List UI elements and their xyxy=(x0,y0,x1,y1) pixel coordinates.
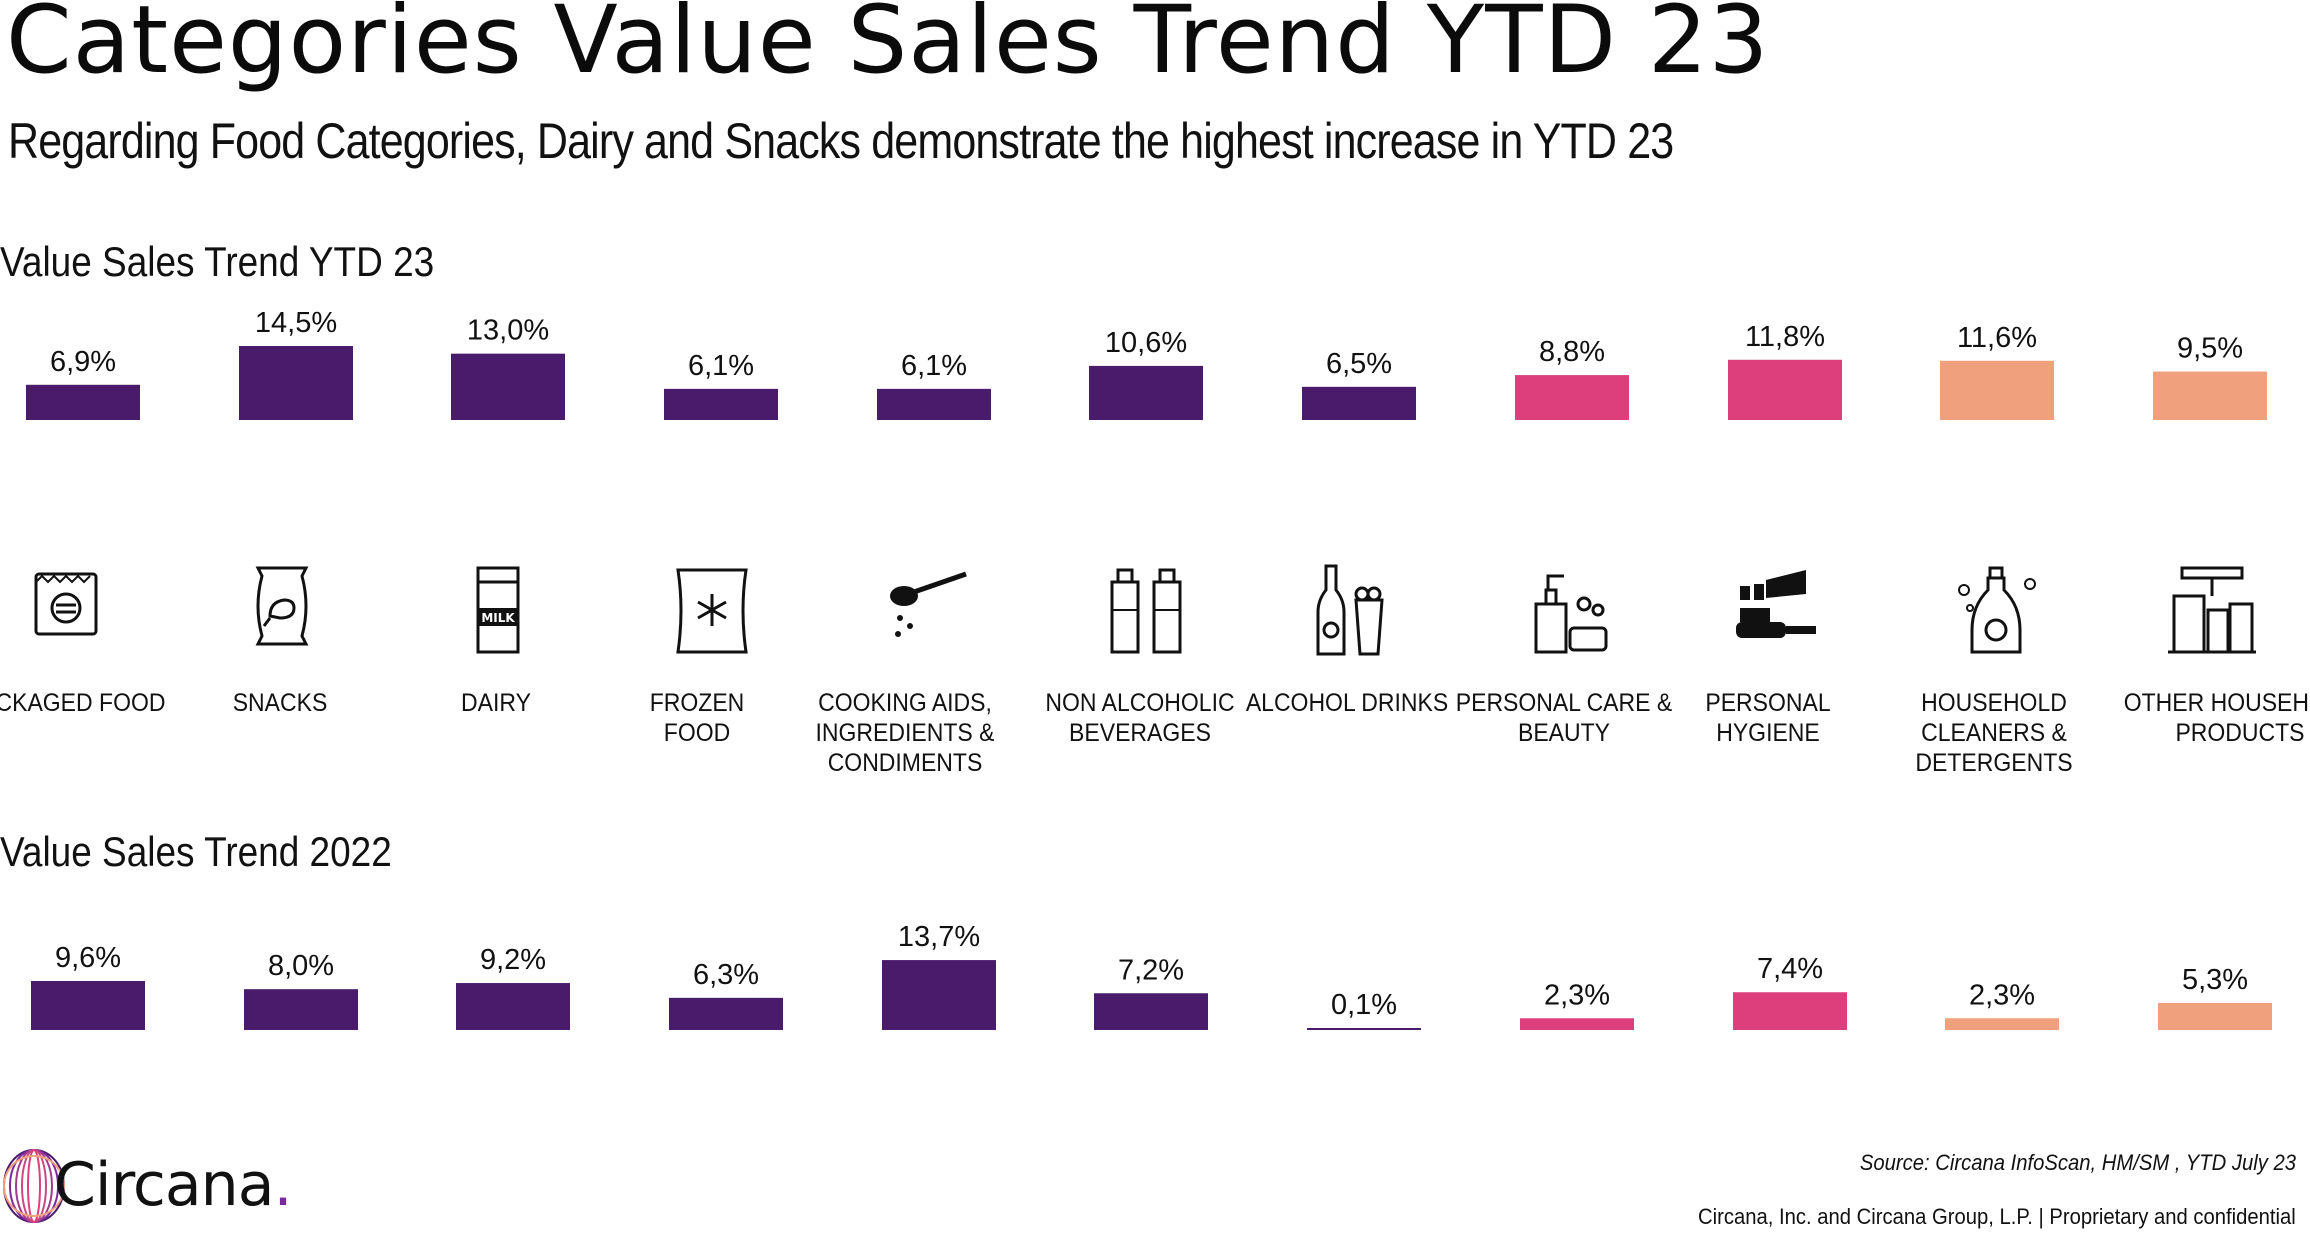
y2022-value-label-6: 7,2% xyxy=(1118,954,1184,986)
y2022-bar-11 xyxy=(2158,1002,2272,1030)
ytd23-bar-11 xyxy=(2153,371,2267,420)
svg-text:MILK: MILK xyxy=(481,611,515,625)
brand-name: Circana. xyxy=(54,1150,293,1220)
ytd23-bar-2 xyxy=(239,346,353,420)
ytd23-value-label-3: 13,0% xyxy=(467,315,549,347)
category-label-personal-hygiene: PERSONAL HYGIENE xyxy=(1705,689,1831,747)
water-bottles-icon xyxy=(1098,560,1194,660)
circana-logo-mark xyxy=(3,1149,65,1223)
y2022-bar-9 xyxy=(1733,992,1847,1030)
category-label-packaged-food: PACKAGED FOOD xyxy=(0,689,166,717)
soap-dispenser-icon xyxy=(1520,560,1616,660)
category-label-non-alcoholic-beverages: NON ALCOHOLIC BEVERAGES xyxy=(1045,689,1235,747)
y2022-bar-4 xyxy=(669,997,783,1030)
y2022-value-label-5: 13,7% xyxy=(898,921,980,953)
ytd23-value-label-10: 11,6% xyxy=(1957,322,2037,354)
bar-chart-2022: 9,6% 8,0% 9,2% 6,3% 13,7% 7,2% 0,1% 2,3% 7,4% 2,3… xyxy=(31,921,2272,1030)
cleaning-supplies-icon xyxy=(2164,560,2260,660)
category-label-cooking-aids: COOKING AIDS, INGREDIENTS & CONDIMENTS xyxy=(815,689,995,777)
y2022-value-label-4: 6,3% xyxy=(693,959,759,991)
brand-wordmark: Circana xyxy=(54,1150,274,1220)
y2022-value-label-10: 2,3% xyxy=(1969,979,2035,1011)
chart-title-2022: Value Sales Trend 2022 xyxy=(0,828,392,875)
brand-dot: . xyxy=(273,1150,292,1220)
category-label-alcohol-drinks: ALCOHOL DRINKS xyxy=(1245,689,1449,717)
ytd23-value-label-1: 6,9% xyxy=(50,346,116,378)
ytd23-value-label-9: 11,8% xyxy=(1745,321,1825,353)
snowflake-bag-icon xyxy=(664,560,760,660)
y2022-value-label-1: 9,6% xyxy=(55,942,121,974)
page-title: Categories Value Sales Trend YTD 23 xyxy=(6,0,1770,95)
ytd23-value-label-11: 9,5% xyxy=(2177,333,2243,365)
ytd23-bar-8 xyxy=(1515,375,1629,420)
category-label-other-household: OTHER HOUSEHOLD PRODUCTS xyxy=(2123,689,2310,747)
category-label-personal-care-beauty: PERSONAL CARE & BEAUTY xyxy=(1455,689,1673,747)
y2022-value-label-8: 2,3% xyxy=(1544,979,1610,1011)
page-subtitle: Regarding Food Categories, Dairy and Sna… xyxy=(8,113,1674,169)
ytd23-bar-9 xyxy=(1728,359,1842,420)
ytd23-bar-1 xyxy=(26,384,140,420)
ytd23-value-label-8: 8,8% xyxy=(1539,336,1605,368)
milk-carton-icon: MILK xyxy=(450,560,546,660)
ytd23-bar-7 xyxy=(1302,386,1416,420)
ytd23-value-label-2: 14,5% xyxy=(255,307,337,339)
detergent-bottle-icon xyxy=(1948,560,2044,660)
bar-chart-ytd23: 6,9% 14,5% 13,0% 6,1% 6,1% 10,6% 6,5% 8,8% 11,8%… xyxy=(26,307,2267,420)
y2022-value-label-2: 8,0% xyxy=(268,950,334,982)
category-label-dairy: DAIRY xyxy=(461,689,531,717)
y2022-bar-10 xyxy=(1945,1018,2059,1030)
ytd23-bar-10 xyxy=(1940,360,2054,420)
y2022-bar-2 xyxy=(244,989,358,1030)
ytd23-bar-6 xyxy=(1089,365,1203,420)
ytd23-bar-5 xyxy=(877,388,991,420)
y2022-value-label-7: 0,1% xyxy=(1331,989,1397,1021)
category-label-household-cleaners: HOUSEHOLD CLEANERS & DETERGENTS xyxy=(1915,689,2073,777)
y2022-value-label-9: 7,4% xyxy=(1757,953,1823,985)
chart-title-ytd23: Value Sales Trend YTD 23 xyxy=(0,238,435,285)
beer-bottle-glass-icon xyxy=(1302,560,1398,660)
y2022-bar-7 xyxy=(1307,1028,1421,1030)
ytd23-value-label-5: 6,1% xyxy=(901,350,967,382)
y2022-bar-8 xyxy=(1520,1018,1634,1030)
category-label-frozen-food: FROZEN FOOD xyxy=(649,689,745,747)
spoon-icon xyxy=(876,560,972,660)
y2022-bar-1 xyxy=(31,981,145,1030)
category-label-snacks: SNACKS xyxy=(232,689,328,717)
ytd23-bar-4 xyxy=(664,388,778,420)
packaged-food-icon xyxy=(18,560,114,660)
y2022-bar-6 xyxy=(1094,993,1208,1030)
toothbrush-paste-icon xyxy=(1726,560,1822,660)
y2022-bar-3 xyxy=(456,983,570,1030)
y2022-value-label-11: 5,3% xyxy=(2182,964,2248,996)
category-icons-row: MILK xyxy=(0,560,2310,660)
legal-footer: Circana, Inc. and Circana Group, L.P. | … xyxy=(1698,1204,2296,1229)
snacks-bag-icon xyxy=(234,560,330,660)
source-note: Source: Circana InfoScan, HM/SM , YTD Ju… xyxy=(1859,1150,2296,1175)
ytd23-value-label-7: 6,5% xyxy=(1326,348,1392,380)
y2022-bar-5 xyxy=(882,960,996,1030)
y2022-value-label-3: 9,2% xyxy=(480,944,546,976)
ytd23-bar-3 xyxy=(451,353,565,420)
ytd23-value-label-6: 10,6% xyxy=(1105,327,1187,359)
ytd23-value-label-4: 6,1% xyxy=(688,350,754,382)
